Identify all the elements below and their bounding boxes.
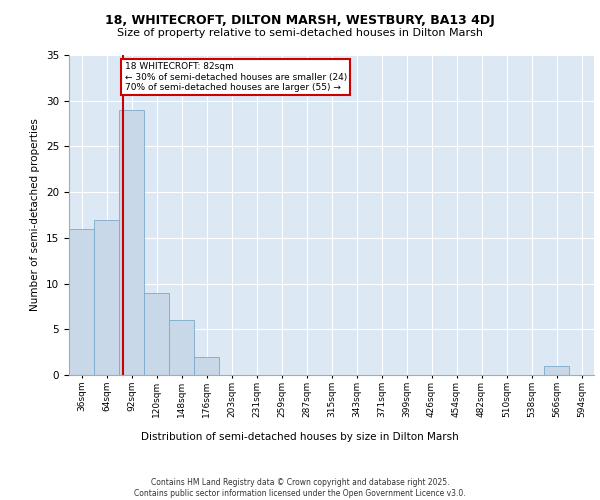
Bar	[119, 110, 144, 375]
Text: Distribution of semi-detached houses by size in Dilton Marsh: Distribution of semi-detached houses by …	[141, 432, 459, 442]
Text: Contains HM Land Registry data © Crown copyright and database right 2025.
Contai: Contains HM Land Registry data © Crown c…	[134, 478, 466, 498]
Text: 18 WHITECROFT: 82sqm
← 30% of semi-detached houses are smaller (24)
70% of semi-: 18 WHITECROFT: 82sqm ← 30% of semi-detac…	[125, 62, 347, 92]
Text: Size of property relative to semi-detached houses in Dilton Marsh: Size of property relative to semi-detach…	[117, 28, 483, 38]
Text: 18, WHITECROFT, DILTON MARSH, WESTBURY, BA13 4DJ: 18, WHITECROFT, DILTON MARSH, WESTBURY, …	[105, 14, 495, 27]
Bar	[169, 320, 194, 375]
Bar	[544, 366, 569, 375]
Bar	[144, 292, 169, 375]
Y-axis label: Number of semi-detached properties: Number of semi-detached properties	[31, 118, 40, 312]
Bar	[94, 220, 119, 375]
Bar	[194, 356, 219, 375]
Bar	[69, 228, 94, 375]
